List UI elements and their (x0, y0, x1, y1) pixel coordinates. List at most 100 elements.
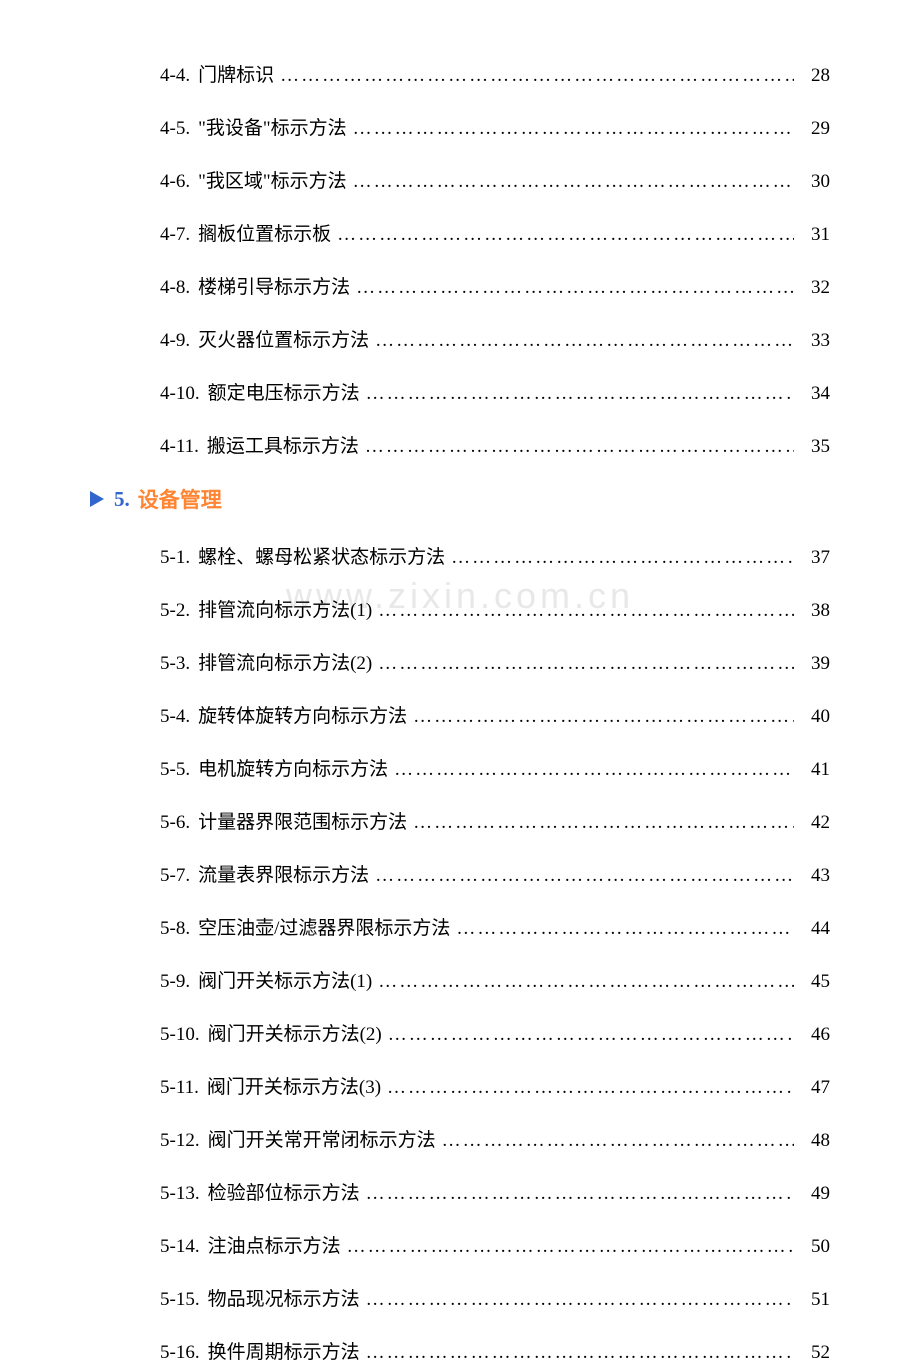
entry-leader-dots: …………………………………………………………………………………………………………… (375, 330, 794, 352)
entry-number: 5-14. (160, 1236, 200, 1258)
entry-page-number: 41 (800, 759, 830, 781)
entry-number: 5-1. (160, 547, 190, 569)
entry-number: 5-10. (160, 1024, 200, 1046)
entry-title: 物品现况标示方法 (208, 1284, 360, 1311)
entry-title: 计量器界限范围标示方法 (198, 807, 407, 834)
entry-title: 流量表界限标示方法 (198, 860, 369, 887)
entry-number: 5-8. (160, 918, 190, 940)
toc-content: 4-4. 门牌标识 ……………………………………………………………………………………… (90, 60, 830, 1364)
entry-page-number: 34 (800, 383, 830, 405)
toc-entry: 5-4. 旋转体旋转方向标示方法 …………………………………………………………………… (90, 701, 830, 728)
entry-leader-dots: …………………………………………………………………………………………………………… (280, 65, 794, 87)
entry-number: 5-6. (160, 812, 190, 834)
entry-number: 5-3. (160, 653, 190, 675)
toc-entry: 5-1.螺栓、螺母松紧状态标示方法……………………………………………………………… (90, 542, 830, 569)
entry-number: 4-11. (160, 436, 199, 458)
toc-entry: 5-9.阀门开关标示方法(1)…………………………………………………………………… (90, 966, 830, 993)
toc-entry: 4-9.灭火器位置标示方法………………………………………………………………………… (90, 325, 830, 352)
toc-entry: 5-16.换件周期标示方法………………………………………………………………………… (90, 1337, 830, 1364)
entry-number: 5-2. (160, 600, 190, 622)
entry-title: 旋转体旋转方向标示方法 (198, 701, 407, 728)
entry-leader-dots: …………………………………………………………………………………………………………… (375, 865, 794, 887)
section-title: 设备管理 (138, 484, 222, 514)
entry-leader-dots: …………………………………………………………………………………………………………… (347, 1236, 794, 1258)
entry-page-number: 28 (800, 65, 830, 87)
triangle-icon (90, 491, 104, 507)
entry-page-number: 39 (800, 653, 830, 675)
toc-entry: 5-6. 计量器界限范围标示方法 …………………………………………………………………… (90, 807, 830, 834)
entry-leader-dots: …………………………………………………………………………………………………………… (456, 918, 794, 940)
entry-page-number: 49 (800, 1183, 830, 1205)
entry-title: "我设备"标示方法 (198, 113, 347, 140)
entry-leader-dots: …………………………………………………………………………………………………………… (366, 1342, 794, 1364)
toc-entry: 5-5.电机旋转方向标示方法……………………………………………………………………… (90, 754, 830, 781)
entry-title: 注油点标示方法 (208, 1231, 341, 1258)
entry-number: 5-12. (160, 1130, 200, 1152)
entry-number: 4-5. (160, 118, 190, 140)
entry-leader-dots: …………………………………………………………………………………………………………… (394, 759, 794, 781)
toc-entry: 4-11. 搬运工具标示方法 ………………………………………………………………………… (90, 431, 830, 458)
toc-entry: 5-2. 排管流向标示方法(1) …………………………………………………………………… (90, 595, 830, 622)
entry-number: 4-4. (160, 65, 190, 87)
toc-entry: 4-8.楼梯引导标示方法…………………………………………………………………………… (90, 272, 830, 299)
entry-title: 搁板位置标示板 (198, 219, 331, 246)
entry-number: 4-7. (160, 224, 190, 246)
toc-entry: 4-7. 搁板位置标示板 ……………………………………………………………………………… (90, 219, 830, 246)
entry-title: 换件周期标示方法 (208, 1337, 360, 1364)
entry-page-number: 30 (800, 171, 830, 193)
entry-number: 5-7. (160, 865, 190, 887)
entry-leader-dots: …………………………………………………………………………………………………………… (442, 1130, 794, 1152)
entry-page-number: 45 (800, 971, 830, 993)
entry-title: 阀门开关标示方法(2) (208, 1019, 382, 1046)
entry-page-number: 44 (800, 918, 830, 940)
entry-title: 阀门开关标示方法(3) (207, 1072, 381, 1099)
entry-page-number: 38 (800, 600, 830, 622)
entry-leader-dots: …………………………………………………………………………………………………………… (366, 1183, 794, 1205)
toc-entry: 5-3. 排管流向标示方法(2) …………………………………………………………………… (90, 648, 830, 675)
entry-page-number: 51 (800, 1289, 830, 1311)
section-number: 5. (114, 487, 130, 512)
entry-title: 空压油壶/过滤器界限标示方法 (198, 913, 450, 940)
entry-page-number: 43 (800, 865, 830, 887)
entry-leader-dots: …………………………………………………………………………………………………………… (378, 600, 794, 622)
entry-number: 5-11. (160, 1077, 199, 1099)
entry-page-number: 52 (800, 1342, 830, 1364)
entry-page-number: 37 (800, 547, 830, 569)
entry-title: 搬运工具标示方法 (207, 431, 359, 458)
toc-entry: 5-7. 流量表界限标示方法 ………………………………………………………………………… (90, 860, 830, 887)
entry-leader-dots: …………………………………………………………………………………………………………… (356, 277, 794, 299)
entry-title: 排管流向标示方法(1) (198, 595, 372, 622)
entry-title: 检验部位标示方法 (208, 1178, 360, 1205)
section-header-5: 5. 设备管理 (90, 484, 830, 514)
entry-leader-dots: …………………………………………………………………………………………………………… (337, 224, 794, 246)
toc-entry: 5-11. 阀门开关标示方法(3) ………………………………………………………………… (90, 1072, 830, 1099)
entry-page-number: 47 (800, 1077, 830, 1099)
entry-page-number: 33 (800, 330, 830, 352)
entry-leader-dots: …………………………………………………………………………………………………………… (365, 436, 794, 458)
entry-title: 螺栓、螺母松紧状态标示方法 (198, 542, 445, 569)
entry-number: 5-9. (160, 971, 190, 993)
entry-page-number: 31 (800, 224, 830, 246)
entry-leader-dots: …………………………………………………………………………………………………………… (378, 971, 794, 993)
entry-title: 灭火器位置标示方法 (198, 325, 369, 352)
toc-entry: 4-6."我区域"标示方法………………………………………………………………………… (90, 166, 830, 193)
entry-leader-dots: …………………………………………………………………………………………………………… (366, 1289, 794, 1311)
entry-leader-dots: …………………………………………………………………………………………………………… (353, 118, 794, 140)
entry-title: 门牌标识 (198, 60, 274, 87)
entry-page-number: 50 (800, 1236, 830, 1258)
entry-page-number: 29 (800, 118, 830, 140)
entry-leader-dots: …………………………………………………………………………………………………………… (353, 171, 794, 193)
entry-page-number: 46 (800, 1024, 830, 1046)
entry-title: 阀门开关常开常闭标示方法 (208, 1125, 436, 1152)
entry-page-number: 48 (800, 1130, 830, 1152)
entry-leader-dots: …………………………………………………………………………………………………………… (387, 1077, 794, 1099)
entry-number: 5-4. (160, 706, 190, 728)
entry-number: 5-13. (160, 1183, 200, 1205)
entry-title: 排管流向标示方法(2) (198, 648, 372, 675)
toc-entry: 5-12. 阀门开关常开常闭标示方法 ……………………………………………………………… (90, 1125, 830, 1152)
entry-leader-dots: …………………………………………………………………………………………………………… (413, 706, 794, 728)
entry-leader-dots: …………………………………………………………………………………………………………… (378, 653, 794, 675)
toc-entry: 4-5. "我设备"标示方法 ………………………………………………………………………… (90, 113, 830, 140)
entry-leader-dots: …………………………………………………………………………………………………………… (413, 812, 794, 834)
entry-page-number: 42 (800, 812, 830, 834)
